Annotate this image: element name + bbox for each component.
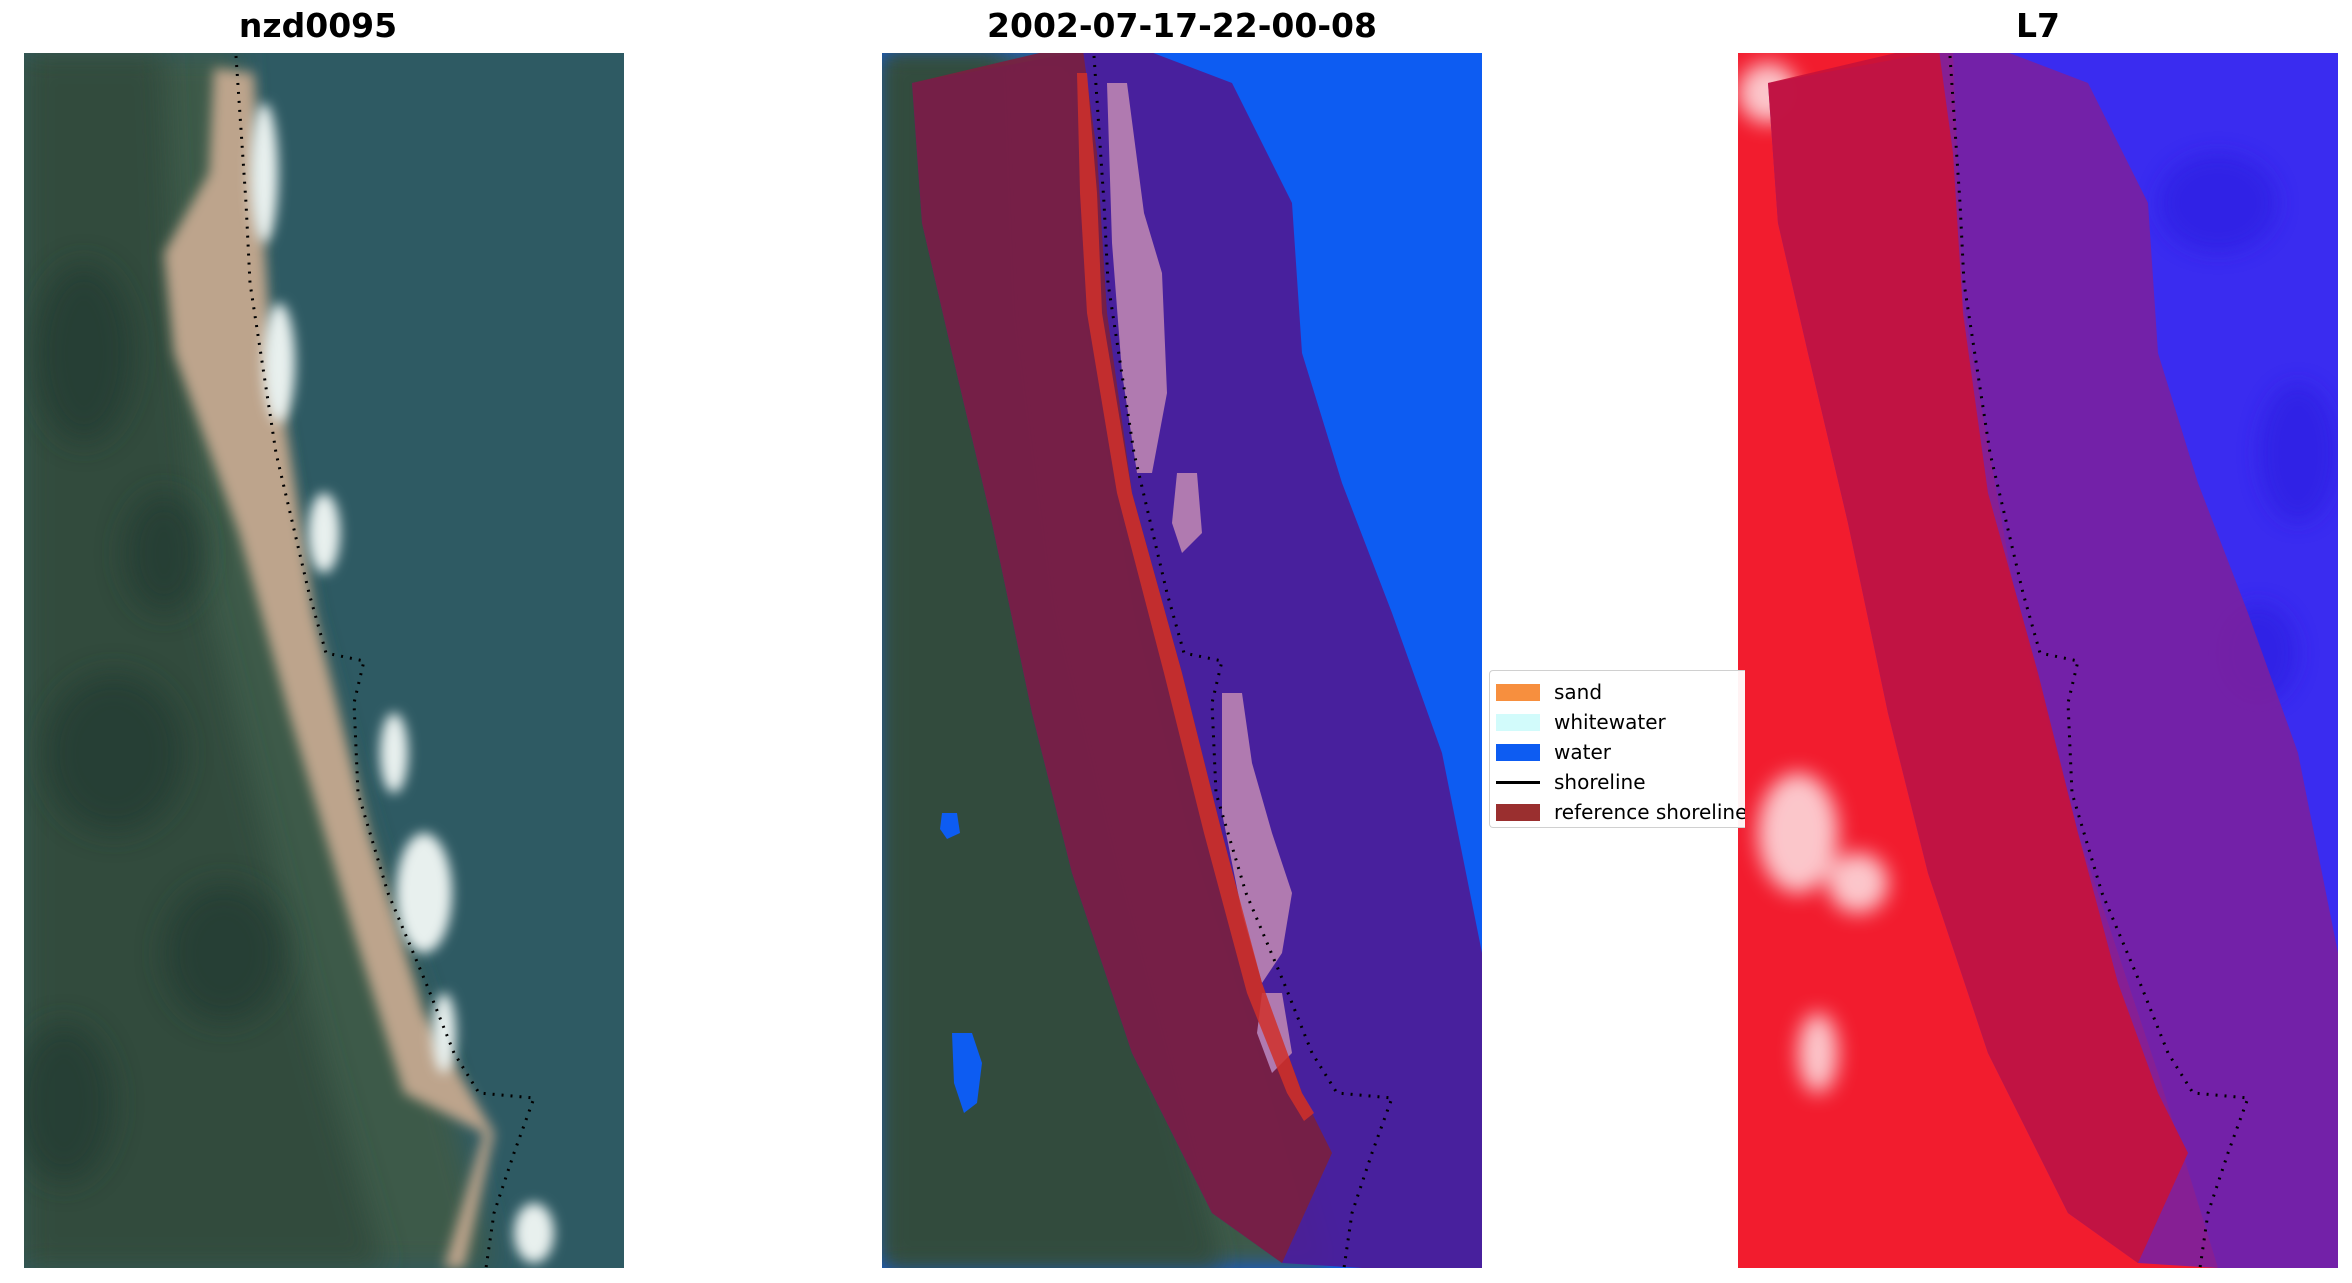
legend-swatch-shoreline: [1496, 780, 1540, 784]
legend-label-reference-shoreline: reference shoreline: [1554, 800, 1745, 824]
legend-label-sand: sand: [1554, 680, 1603, 704]
legend-item-sand: sand: [1496, 677, 1745, 707]
legend-label-water: water: [1554, 740, 1611, 764]
panel-title-index: L7: [2016, 6, 2060, 45]
panel-title-classified: 2002-07-17-22-00-08: [987, 6, 1377, 45]
legend-swatch-whitewater: [1496, 713, 1540, 731]
legend-swatch-reference-shoreline: [1496, 803, 1540, 821]
rgb-image: [24, 53, 624, 1268]
index-image-panel: [1738, 53, 2338, 1268]
reference-shoreline-dotted: [1092, 55, 1395, 1268]
legend-item-shoreline: shoreline: [1496, 767, 1745, 797]
legend-item-whitewater: whitewater: [1496, 707, 1745, 737]
reference-shoreline-dotted: [1948, 55, 2251, 1268]
legend-label-whitewater: whitewater: [1554, 710, 1666, 734]
index-image: [1738, 53, 2338, 1268]
legend-item-reference-shoreline: reference shoreline: [1496, 797, 1745, 827]
rgb-image-panel: [24, 53, 624, 1268]
surf-zone: [250, 103, 554, 1263]
legend-swatch-water: [1496, 743, 1540, 761]
panel-title-rgb: nzd0095: [238, 6, 398, 45]
reference-shoreline-dotted: [234, 55, 537, 1268]
buffer-land-side: [1768, 53, 2188, 1263]
classified-image: [882, 53, 1482, 1268]
legend-item-water: water: [1496, 737, 1745, 767]
beach-area: [164, 68, 494, 1268]
classified-image-panel: [882, 53, 1482, 1268]
buffer-land-side: [912, 53, 1332, 1263]
legend: sand whitewater water shoreline referenc…: [1489, 670, 1745, 828]
legend-swatch-sand: [1496, 683, 1540, 701]
legend-label-shoreline: shoreline: [1554, 770, 1646, 794]
